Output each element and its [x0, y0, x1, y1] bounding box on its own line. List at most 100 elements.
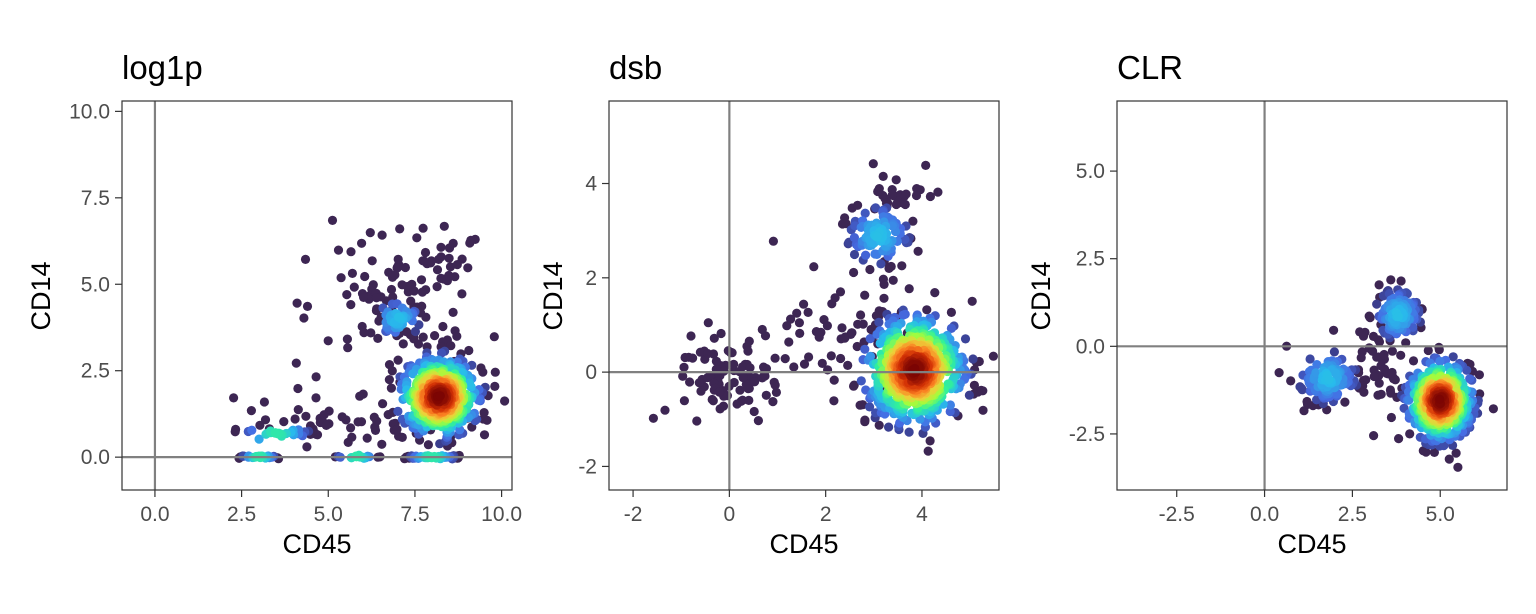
data-point [784, 337, 794, 347]
data-point [1393, 312, 1403, 322]
x-axis-title: CD45 [1277, 529, 1346, 559]
data-point [799, 359, 810, 369]
data-point [1386, 412, 1396, 423]
panel-dsb: dsb CD45 CD14 -2 0 2 4 -2 0 2 4 [538, 49, 1000, 559]
axis-ticks: -2.5 0.0 2.5 5.0 -2.5 0.0 2.5 5.0 [1069, 160, 1455, 526]
data-point [879, 293, 889, 303]
data-point [452, 260, 462, 270]
data-point [448, 307, 458, 317]
data-point [347, 432, 357, 442]
data-point [873, 232, 883, 242]
data-point [293, 383, 303, 394]
data-point [302, 442, 312, 452]
data-point [254, 434, 264, 444]
data-point [843, 360, 853, 370]
data-point [1376, 389, 1386, 399]
data-point [1356, 353, 1366, 363]
y-tick-label: 7.5 [81, 187, 110, 210]
data-point [1423, 345, 1433, 356]
data-point [913, 246, 923, 256]
data-point [688, 353, 698, 363]
data-point [434, 254, 444, 264]
data-point [816, 327, 826, 337]
data-point [714, 387, 725, 397]
data-point [946, 323, 957, 333]
data-point [436, 273, 446, 283]
data-point [1365, 313, 1375, 323]
data-point [870, 249, 880, 259]
data-point [373, 333, 383, 343]
data-point [457, 289, 467, 299]
data-point [770, 380, 780, 390]
data-point [1404, 395, 1414, 405]
data-point [750, 377, 760, 387]
panel-clr: CLR CD45 CD14 -2.5 0.0 2.5 5.0 -2.5 0.0 2.5 5.0 [1026, 49, 1508, 559]
data-point [829, 396, 839, 406]
data-point [886, 261, 896, 272]
data-point [921, 160, 931, 170]
data-point [841, 219, 851, 229]
data-point [860, 290, 870, 300]
data-point [489, 332, 499, 342]
data-point [856, 310, 866, 320]
data-point [301, 411, 311, 421]
data-point [912, 184, 922, 194]
x-tick-label: -2.5 [1159, 503, 1195, 526]
plot-frame [608, 100, 1000, 491]
data-point [871, 203, 881, 213]
data-point [1408, 356, 1419, 366]
data-point [794, 318, 805, 328]
data-point [466, 235, 476, 245]
data-point [804, 352, 814, 362]
x-tick-label: 0 [724, 503, 736, 526]
data-point [1379, 364, 1390, 374]
data-point [960, 334, 971, 344]
data-point [414, 320, 424, 330]
points-layer [1274, 275, 1498, 472]
data-point [830, 293, 840, 303]
data-point [1401, 338, 1411, 348]
data-point [904, 284, 914, 294]
data-point [770, 353, 780, 363]
points-layer [229, 215, 510, 464]
axis-ticks: 0.0 2.5 5.0 7.5 10.0 0.0 2.5 5.0 7.5 10.0 [69, 100, 522, 526]
data-point [988, 351, 999, 361]
data-point [789, 362, 799, 372]
y-axis-title: CD14 [26, 261, 56, 330]
x-axis-title: CD45 [282, 529, 351, 559]
data-point [1429, 447, 1439, 457]
y-tick-label: 5.0 [81, 273, 110, 296]
data-point [439, 221, 449, 231]
data-point [390, 270, 400, 280]
data-point [910, 363, 920, 374]
data-point [401, 327, 412, 337]
data-point [703, 318, 713, 328]
data-point [923, 446, 933, 456]
data-point [367, 256, 377, 266]
data-point [1297, 385, 1307, 395]
data-point [397, 280, 407, 290]
data-point [1451, 448, 1461, 458]
y-tick-label: 10.0 [69, 100, 110, 123]
data-point [393, 355, 403, 365]
data-point [406, 296, 416, 306]
data-point [395, 224, 405, 234]
data-point [346, 423, 356, 433]
data-point [1435, 356, 1445, 366]
data-point [860, 208, 870, 218]
data-point [803, 307, 813, 317]
data-point [362, 433, 372, 443]
data-point [876, 259, 886, 269]
data-point [1394, 434, 1404, 444]
data-point [346, 247, 356, 257]
x-tick-label: 2.5 [227, 503, 256, 526]
data-point [1340, 397, 1350, 407]
data-point [1305, 354, 1315, 364]
data-point [397, 432, 407, 442]
data-point [366, 328, 376, 338]
data-point [1465, 374, 1475, 384]
data-point [1372, 299, 1382, 309]
data-point [847, 328, 857, 338]
plot-frame [121, 100, 513, 491]
